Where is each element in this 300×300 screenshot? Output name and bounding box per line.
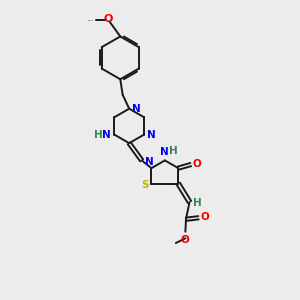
Text: H: H bbox=[94, 130, 103, 140]
Text: methoxy: methoxy bbox=[88, 20, 94, 21]
Text: O: O bbox=[104, 14, 113, 24]
Text: O: O bbox=[200, 212, 209, 222]
Text: N: N bbox=[145, 157, 153, 166]
Text: O: O bbox=[192, 159, 201, 169]
Text: N: N bbox=[160, 147, 169, 157]
Text: N: N bbox=[147, 130, 156, 140]
Text: H: H bbox=[193, 198, 201, 208]
Text: N: N bbox=[102, 130, 111, 140]
Text: N: N bbox=[133, 104, 141, 114]
Text: S: S bbox=[141, 180, 148, 190]
Text: H: H bbox=[169, 146, 178, 156]
Text: O: O bbox=[180, 235, 189, 245]
